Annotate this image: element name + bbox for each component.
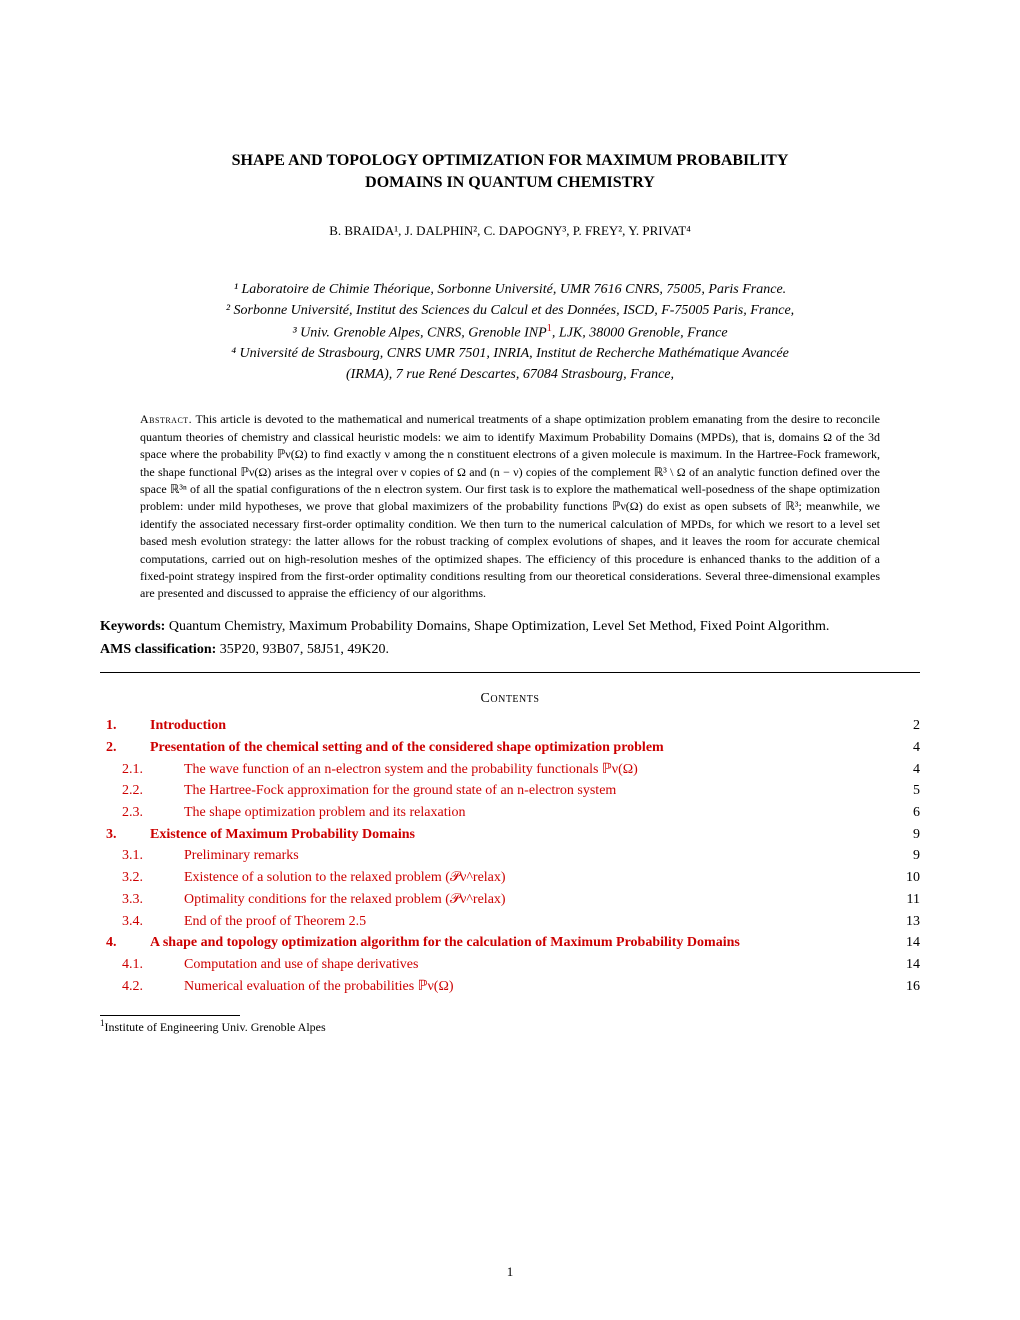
affiliation-4-line2: (IRMA), 7 rue René Descartes, 67084 Stra… xyxy=(100,364,920,385)
toc-page: 16 xyxy=(884,976,920,998)
title-line1: SHAPE AND TOPOLOGY OPTIMIZATION FOR MAXI… xyxy=(232,152,789,169)
toc-number: 2.1. xyxy=(100,759,184,781)
toc-entry[interactable]: 3.4.End of the proof of Theorem 2.513 xyxy=(100,911,920,933)
toc-page: 6 xyxy=(884,802,920,824)
toc-number: 4. xyxy=(100,932,150,954)
toc-page: 14 xyxy=(884,954,920,976)
toc-page: 11 xyxy=(884,889,920,911)
toc-page: 2 xyxy=(884,715,920,737)
footnote-text: Institute of Engineering Univ. Grenoble … xyxy=(105,1020,326,1034)
toc-number: 3.2. xyxy=(100,867,184,889)
toc-number: 3. xyxy=(100,824,150,846)
table-of-contents: 1.Introduction22.Presentation of the che… xyxy=(100,715,920,997)
toc-page: 9 xyxy=(884,845,920,867)
toc-number: 2. xyxy=(100,737,150,759)
toc-page: 4 xyxy=(884,759,920,781)
toc-entry[interactable]: 2.2.The Hartree-Fock approximation for t… xyxy=(100,780,920,802)
affiliation-3-pre: ³ Univ. Grenoble Alpes, CNRS, Grenoble I… xyxy=(292,325,546,340)
keywords-text: Quantum Chemistry, Maximum Probability D… xyxy=(165,619,829,634)
toc-page: 10 xyxy=(884,867,920,889)
affiliation-1: ¹ Laboratoire de Chimie Théorique, Sorbo… xyxy=(100,279,920,300)
toc-title: The shape optimization problem and its r… xyxy=(184,802,884,824)
contents-heading: Contents xyxy=(100,691,920,707)
toc-entry[interactable]: 1.Introduction2 xyxy=(100,715,920,737)
toc-title: Existence of Maximum Probability Domains xyxy=(150,824,884,846)
toc-number: 4.1. xyxy=(100,954,184,976)
paper-authors: B. BRAIDA¹, J. DALPHIN², C. DAPOGNY³, P.… xyxy=(100,223,920,239)
toc-title: Optimality conditions for the relaxed pr… xyxy=(184,889,884,911)
toc-title: The wave function of an n-electron syste… xyxy=(184,759,884,781)
toc-entry[interactable]: 2.1.The wave function of an n-electron s… xyxy=(100,759,920,781)
abstract-body: This article is devoted to the mathemati… xyxy=(140,412,880,600)
toc-title: Computation and use of shape derivatives xyxy=(184,954,884,976)
affiliation-4-line1: ⁴ Université de Strasbourg, CNRS UMR 750… xyxy=(100,343,920,364)
title-line2: DOMAINS IN QUANTUM CHEMISTRY xyxy=(365,174,655,191)
toc-title: A shape and topology optimization algori… xyxy=(150,932,884,954)
paper-abstract: Abstract. This article is devoted to the… xyxy=(140,411,880,602)
paper-keywords: Keywords: Quantum Chemistry, Maximum Pro… xyxy=(100,617,920,637)
paper-title: SHAPE AND TOPOLOGY OPTIMIZATION FOR MAXI… xyxy=(100,150,920,195)
toc-number: 1. xyxy=(100,715,150,737)
footnote-rule xyxy=(100,1015,240,1016)
abstract-label: Abstract. xyxy=(140,412,192,426)
toc-entry[interactable]: 3.1.Preliminary remarks9 xyxy=(100,845,920,867)
toc-entry[interactable]: 2.3.The shape optimization problem and i… xyxy=(100,802,920,824)
toc-title: Preliminary remarks xyxy=(184,845,884,867)
paper-affiliations: ¹ Laboratoire de Chimie Théorique, Sorbo… xyxy=(100,279,920,386)
toc-page: 13 xyxy=(884,911,920,933)
separator-rule xyxy=(100,672,920,673)
toc-number: 4.2. xyxy=(100,976,184,998)
affiliation-2: ² Sorbonne Université, Institut des Scie… xyxy=(100,300,920,321)
toc-number: 2.2. xyxy=(100,780,184,802)
toc-number: 3.3. xyxy=(100,889,184,911)
toc-entry[interactable]: 3.Existence of Maximum Probability Domai… xyxy=(100,824,920,846)
toc-title: End of the proof of Theorem 2.5 xyxy=(184,911,884,933)
toc-number: 2.3. xyxy=(100,802,184,824)
toc-entry[interactable]: 3.3.Optimality conditions for the relaxe… xyxy=(100,889,920,911)
toc-page: 4 xyxy=(884,737,920,759)
affiliation-3-post: , LJK, 38000 Grenoble, France xyxy=(552,325,728,340)
paper-page: SHAPE AND TOPOLOGY OPTIMIZATION FOR MAXI… xyxy=(0,0,1020,1320)
toc-entry[interactable]: 4.A shape and topology optimization algo… xyxy=(100,932,920,954)
toc-title: The Hartree-Fock approximation for the g… xyxy=(184,780,884,802)
affiliation-3: ³ Univ. Grenoble Alpes, CNRS, Grenoble I… xyxy=(100,321,920,344)
toc-title: Existence of a solution to the relaxed p… xyxy=(184,867,884,889)
toc-number: 3.4. xyxy=(100,911,184,933)
ams-text: 35P20, 93B07, 58J51, 49K20. xyxy=(216,642,389,657)
toc-title: Presentation of the chemical setting and… xyxy=(150,737,884,759)
toc-number: 3.1. xyxy=(100,845,184,867)
paper-ams: AMS classification: 35P20, 93B07, 58J51,… xyxy=(100,642,920,658)
toc-title: Introduction xyxy=(150,715,884,737)
ams-label: AMS classification: xyxy=(100,642,216,657)
toc-entry[interactable]: 4.2.Numerical evaluation of the probabil… xyxy=(100,976,920,998)
toc-page: 9 xyxy=(884,824,920,846)
toc-page: 5 xyxy=(884,780,920,802)
toc-title: Numerical evaluation of the probabilitie… xyxy=(184,976,884,998)
footnote: 1Institute of Engineering Univ. Grenoble… xyxy=(100,1018,920,1035)
page-number: 1 xyxy=(0,1264,1020,1280)
toc-entry[interactable]: 3.2.Existence of a solution to the relax… xyxy=(100,867,920,889)
toc-entry[interactable]: 2.Presentation of the chemical setting a… xyxy=(100,737,920,759)
keywords-label: Keywords: xyxy=(100,619,165,634)
toc-entry[interactable]: 4.1.Computation and use of shape derivat… xyxy=(100,954,920,976)
toc-page: 14 xyxy=(884,932,920,954)
